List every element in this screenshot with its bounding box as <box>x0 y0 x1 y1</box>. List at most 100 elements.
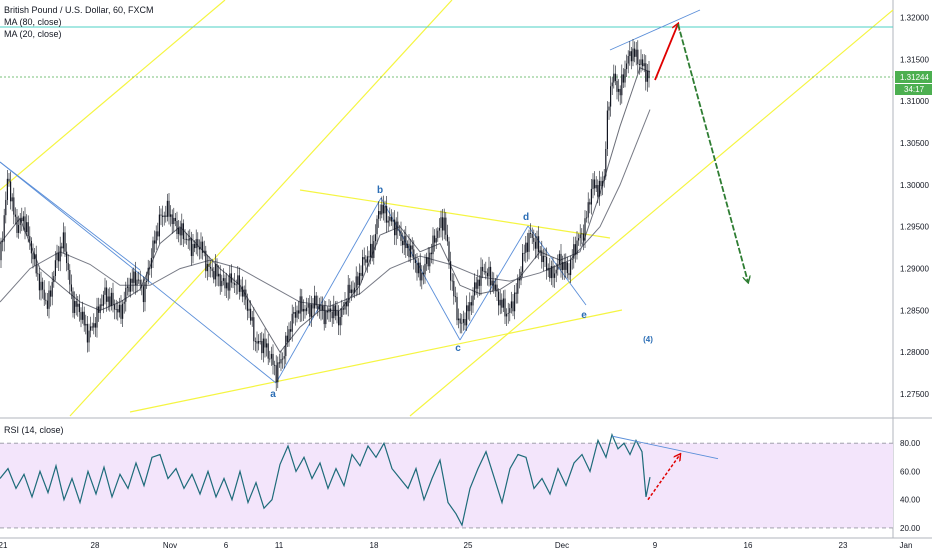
candle-body <box>259 341 261 342</box>
candle-body <box>331 311 333 319</box>
candle-body <box>389 216 391 221</box>
candle-body <box>381 204 383 215</box>
candle-body <box>114 304 116 310</box>
candle-body <box>274 364 276 366</box>
candle-body <box>528 233 530 252</box>
candle-body <box>278 362 280 364</box>
candle-body <box>293 312 295 314</box>
candle-body <box>621 74 623 96</box>
candle-body <box>629 51 631 56</box>
candle-body <box>123 301 125 304</box>
candle-body <box>136 279 138 286</box>
candle-body <box>539 250 541 253</box>
candle-body <box>402 240 404 246</box>
candle-body <box>35 254 37 274</box>
candle-body <box>176 220 178 235</box>
candle-body <box>323 305 325 325</box>
candle-body <box>27 222 29 237</box>
candle-body <box>360 272 362 276</box>
time-tick-label: 6 <box>224 541 229 550</box>
price-tick-label: 1.31500 <box>900 55 929 64</box>
candle-body <box>325 310 327 325</box>
candle-body <box>90 326 92 331</box>
candle-body <box>269 358 271 360</box>
candle-body <box>469 302 471 312</box>
candle-body <box>507 312 509 314</box>
candle-body <box>165 215 167 217</box>
candle-body <box>365 259 367 263</box>
candle-body <box>307 303 309 308</box>
candle-body <box>258 341 260 344</box>
candle-body <box>506 313 508 317</box>
candle-body <box>370 243 372 258</box>
candle-body <box>309 303 311 317</box>
candle-body <box>11 197 13 202</box>
candle-body <box>214 264 216 280</box>
candle-body <box>96 306 98 328</box>
candle-body <box>248 308 250 311</box>
candle-body <box>256 341 258 344</box>
candle-body <box>253 317 255 342</box>
candle-body <box>264 338 266 348</box>
candle-body <box>410 245 412 258</box>
candle-body <box>555 269 557 274</box>
candle-body <box>518 278 520 281</box>
candle-body <box>464 318 466 326</box>
candle-body <box>282 358 284 360</box>
wave-line <box>609 9 701 51</box>
candle-body <box>533 237 535 242</box>
candle-body <box>517 278 519 294</box>
candle-body <box>472 295 474 306</box>
candle-body <box>104 287 106 295</box>
candle-body <box>130 278 132 292</box>
candle-body <box>266 343 268 348</box>
candle-body <box>498 291 500 306</box>
candle-body <box>342 308 344 310</box>
time-tick-label: 25 <box>464 541 473 550</box>
candle-body <box>592 179 594 189</box>
candle-body <box>312 304 314 309</box>
candle-body <box>304 308 306 312</box>
candle-body <box>483 271 485 273</box>
candle-body <box>194 243 196 249</box>
candle-body <box>171 214 173 225</box>
candle-body <box>541 250 543 263</box>
candle-body <box>142 286 144 303</box>
wave-label-4: (4) <box>643 335 653 344</box>
time-tick-label: 11 <box>275 541 284 550</box>
time-tick-label: 21 <box>0 541 8 550</box>
candle-body <box>56 252 58 261</box>
candle-body <box>486 272 488 277</box>
candle-body <box>322 305 324 311</box>
candle-body <box>427 257 429 267</box>
candle-body <box>406 243 408 249</box>
candle-body <box>352 289 354 293</box>
price-tick-label: 1.27500 <box>900 390 929 399</box>
candle-body <box>634 48 636 57</box>
candle-body <box>542 255 544 263</box>
candle-body <box>578 238 580 241</box>
candle-body <box>461 322 463 324</box>
candle-body <box>318 304 320 310</box>
candle-body <box>382 204 384 214</box>
candle-body <box>218 273 220 277</box>
rsi-band <box>0 443 893 528</box>
candle-body <box>178 227 180 235</box>
candle-body <box>197 239 199 248</box>
candle-body <box>115 309 117 310</box>
candle-body <box>301 296 303 312</box>
candle-body <box>298 310 300 314</box>
candle-body <box>478 279 480 286</box>
chart-title: British Pound / U.S. Dollar, 60, FXCM <box>4 5 154 15</box>
candle-body <box>526 242 528 252</box>
candle-body <box>488 266 490 277</box>
candle-body <box>570 259 572 276</box>
candle-body <box>603 176 605 182</box>
candle-body <box>174 217 176 221</box>
candle-body <box>430 252 432 255</box>
candle-body <box>552 266 554 278</box>
candle-body <box>51 282 53 297</box>
candle-body <box>458 318 460 321</box>
candle-body <box>608 106 610 111</box>
